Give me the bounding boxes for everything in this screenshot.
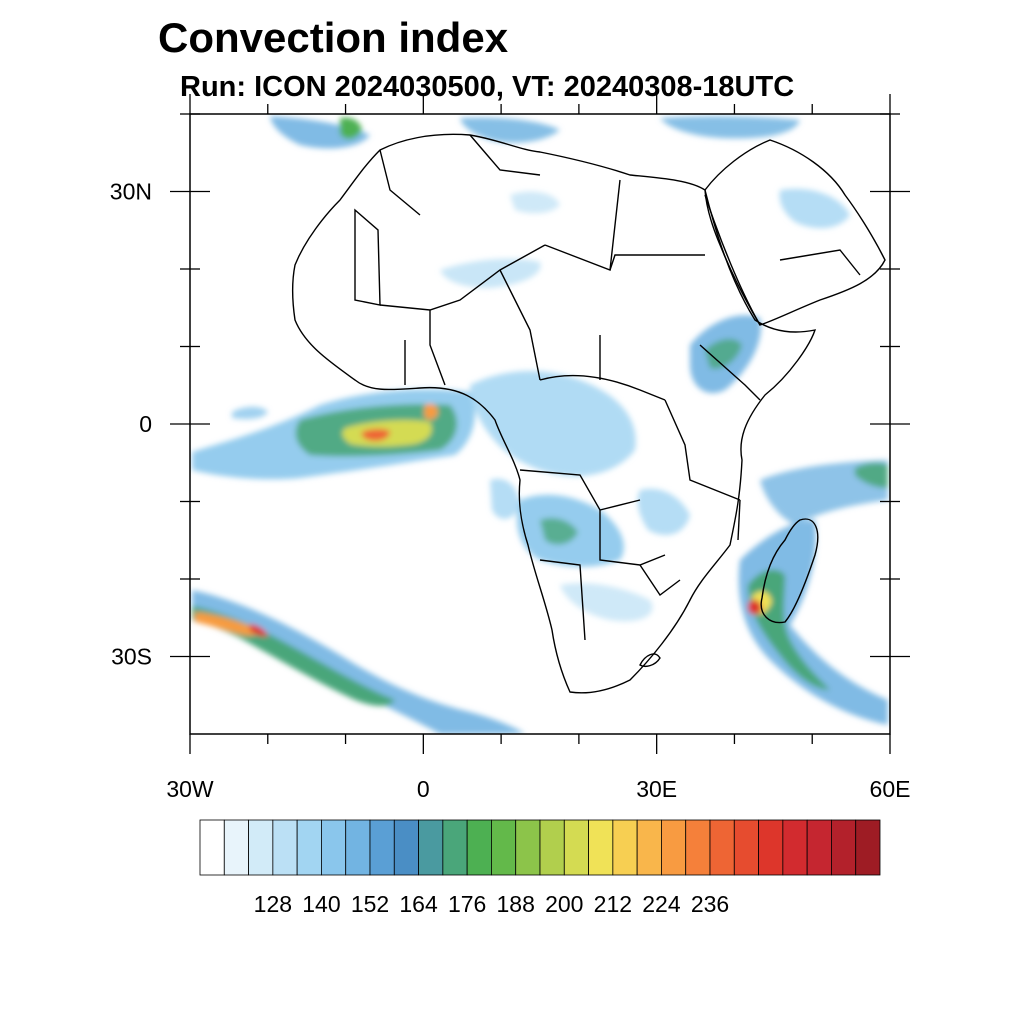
colorbar-label: 200 (545, 891, 583, 917)
border-13 (639, 653, 661, 667)
field-patch-atlantic-peak (361, 428, 390, 441)
border-12 (699, 344, 761, 401)
border-11 (639, 564, 681, 597)
colorbar-label: 212 (594, 891, 632, 917)
colorbar-swatch (831, 819, 857, 876)
field-patch-med-east (460, 117, 560, 143)
colorbar-swatch (466, 819, 492, 876)
colorbar-swatch (345, 819, 371, 876)
colorbar-swatch (612, 819, 638, 876)
lon-tick-label: 0 (417, 776, 430, 802)
field-patch-levant (660, 116, 800, 139)
field-patch-zambia-mid (540, 518, 578, 545)
border-7 (664, 399, 741, 501)
colorbar-label: 176 (448, 891, 486, 917)
field-patch-mozambique (637, 488, 690, 535)
colorbar-swatch (491, 819, 517, 876)
axis-ticks: 30N 0 30S 30W 0 30E 60E (110, 94, 911, 802)
field-patch-arabia (779, 188, 850, 229)
field-patch-angola (490, 478, 520, 520)
colorbar-swatch (758, 819, 784, 876)
field-patch-atlantic-peak2 (424, 403, 438, 420)
colorbar-label: 140 (302, 891, 340, 917)
field-patch-north-med (270, 116, 370, 149)
colorbar-swatch (733, 819, 759, 876)
border-10 (539, 559, 586, 641)
field-patch-atlantic-west (232, 406, 268, 420)
colorbar-swatch (272, 819, 298, 876)
colorbar-swatch (636, 819, 662, 876)
colorbar-swatch (296, 819, 322, 876)
border-5 (539, 374, 666, 401)
colorbar: 128 140 152 164 176 188 200 212 224 236 (199, 819, 881, 917)
border-8 (519, 469, 641, 511)
border-19 (737, 499, 741, 541)
africa-coastline (292, 133, 817, 694)
colorbar-swatch (515, 819, 541, 876)
coastlines-borders (292, 133, 886, 694)
colorbar-label: 224 (642, 891, 681, 917)
border-3 (544, 179, 621, 271)
arabia-coast (704, 139, 886, 326)
colorbar-swatch (418, 819, 444, 876)
colorbar-swatch (393, 819, 419, 876)
colorbar-swatch (588, 819, 614, 876)
colorbar-swatch (539, 819, 565, 876)
colorbar-swatch (782, 819, 808, 876)
lon-tick-label: 30W (166, 776, 214, 802)
border-20 (779, 249, 861, 276)
colorbar-swatch (855, 819, 881, 876)
border-9 (599, 510, 666, 566)
lon-tick-label: 60E (870, 776, 911, 802)
colorbar-swatch (248, 819, 274, 876)
colorbar-swatch (661, 819, 687, 876)
border-15 (499, 269, 541, 381)
red-sea (704, 194, 761, 326)
colorbar-swatch (223, 819, 249, 876)
colorbar-swatch (685, 819, 711, 876)
lon-tick-label: 30E (636, 776, 677, 802)
field-patch-ethiopia-mid (705, 338, 742, 369)
field-patch-sw-band-peak (250, 624, 268, 637)
field-patch-indian-east (760, 460, 888, 525)
convection-field (192, 116, 888, 734)
border-4 (609, 254, 705, 271)
field-patch-southafrica (560, 583, 653, 622)
border-17 (469, 134, 541, 176)
lat-tick-label: 30S (111, 644, 152, 670)
colorbar-swatch (563, 819, 589, 876)
field-patch-sahel (440, 258, 541, 288)
madagascar-coast (760, 518, 819, 624)
field-patch-indian-east-mid (855, 463, 888, 488)
border-14 (429, 310, 446, 386)
field-patch-madagascar-peak (748, 599, 762, 615)
field-patch-congo (470, 370, 636, 477)
colorbar-label: 188 (497, 891, 535, 917)
colorbar-swatch (199, 819, 225, 876)
field-patch-north-med-mid (340, 117, 362, 139)
colorbar-swatch (321, 819, 347, 876)
colorbar-swatch (369, 819, 395, 876)
lat-tick-label: 0 (139, 411, 152, 437)
colorbar-label: 236 (691, 891, 729, 917)
chart-title: Convection index (158, 14, 509, 61)
colorbar-label: 164 (399, 891, 438, 917)
colorbar-swatch (806, 819, 832, 876)
border-1 (354, 208, 381, 306)
field-patch-sw-band (192, 590, 525, 734)
lat-tick-label: 30N (110, 179, 152, 205)
field-patch-sahara (510, 191, 560, 214)
colorbar-label: 128 (254, 891, 292, 917)
colorbar-label: 152 (351, 891, 389, 917)
chart-subtitle: Run: ICON 2024030500, VT: 20240308-18UTC (180, 71, 795, 103)
border-16 (379, 149, 421, 216)
field-patch-sw-band-high (195, 612, 258, 636)
colorbar-swatch (442, 819, 468, 876)
colorbar-swatch (709, 819, 735, 876)
border-2 (379, 244, 546, 311)
